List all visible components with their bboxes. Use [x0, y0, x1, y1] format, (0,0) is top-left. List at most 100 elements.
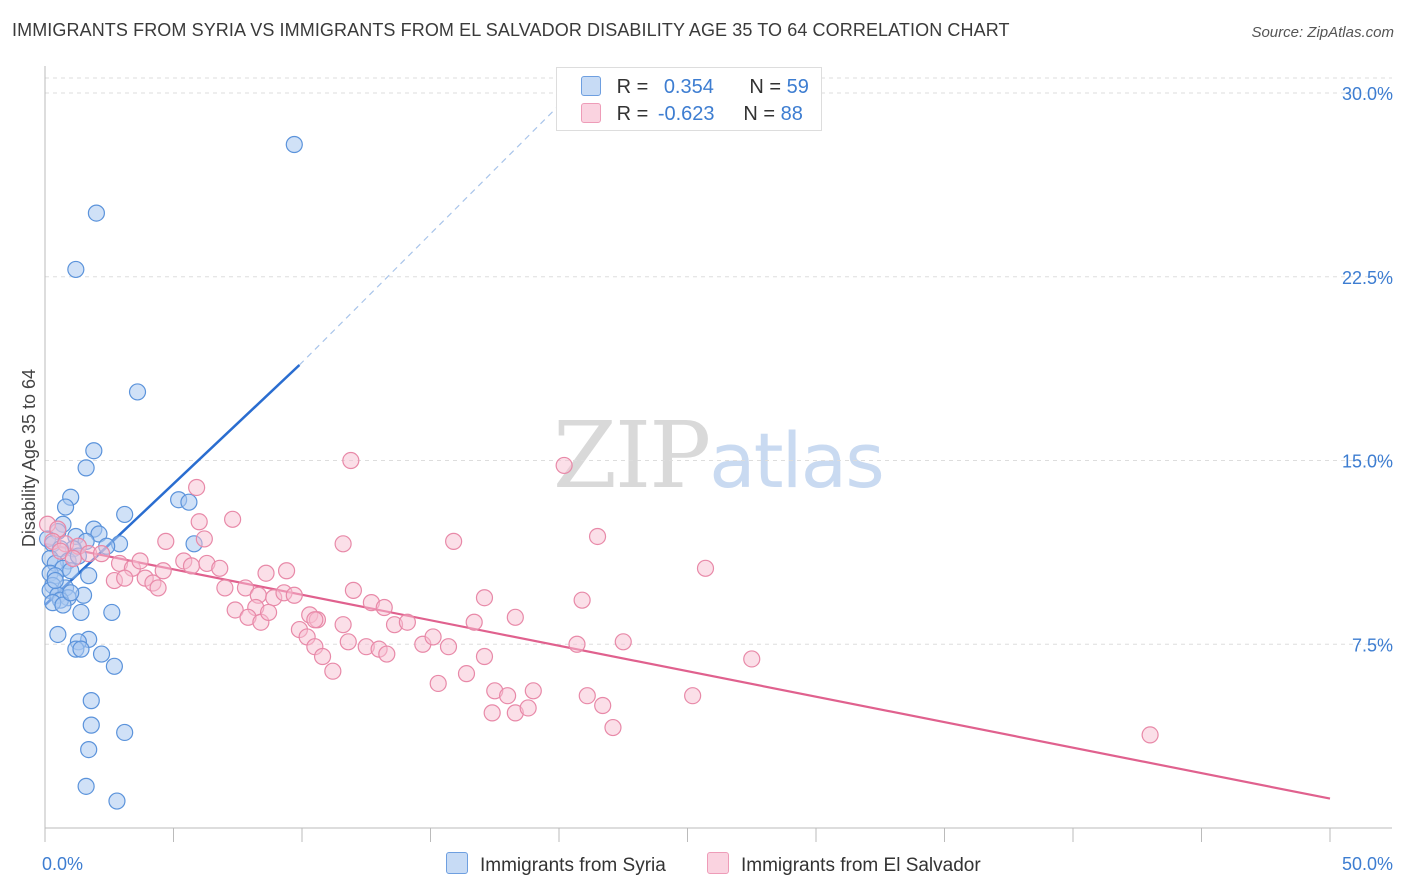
data-point-el-salvador: [277, 562, 296, 580]
data-point-el-salvador: [51, 542, 70, 560]
trend-line-syria-extension: [299, 104, 560, 366]
data-point-el-salvador: [519, 699, 537, 717]
source-label: Source: ZipAtlas.com: [1251, 24, 1394, 41]
data-point-el-salvador: [398, 613, 416, 631]
trend-line-syria: [44, 364, 301, 606]
legend-r-label: R =: [616, 103, 649, 125]
data-point-syria: [285, 135, 303, 154]
data-point-el-salvador: [149, 579, 167, 597]
data-point-syria: [92, 645, 111, 663]
y-tick-label: 30.0%: [1342, 84, 1393, 104]
data-point-el-salvador: [306, 611, 324, 629]
data-point-el-salvador: [182, 557, 201, 575]
data-point-el-salvador: [334, 616, 352, 634]
legend-swatch-el-salvador: [581, 103, 601, 123]
data-point-syria: [103, 603, 121, 622]
data-point-el-salvador: [483, 704, 501, 722]
legend-row-el-salvador: R = -0.623 N = 88: [581, 103, 803, 129]
data-point-syria: [49, 625, 67, 644]
legend-el-salvador-r: -0.623: [657, 103, 715, 125]
legend-syria-r: 0.354: [663, 76, 714, 98]
bottom-legend-swatch-el-salvador: [707, 852, 729, 874]
data-point-el-salvador: [116, 569, 134, 587]
data-point-el-salvador: [285, 586, 303, 604]
data-point-el-salvador: [684, 687, 702, 705]
legend-r-label: R =: [616, 76, 649, 98]
data-point-el-salvador: [224, 510, 242, 528]
data-point-syria: [82, 692, 100, 710]
data-point-syria: [128, 383, 147, 401]
data-point-el-salvador: [475, 647, 494, 666]
data-point-el-salvador: [375, 598, 393, 617]
data-point-el-salvador: [696, 559, 715, 577]
data-point-el-salvador: [499, 687, 517, 705]
data-point-syria: [80, 567, 98, 585]
data-point-el-salvador: [313, 647, 332, 666]
data-point-el-salvador: [257, 564, 275, 582]
data-point-el-salvador: [506, 608, 524, 626]
chart-title: IMMIGRANTS FROM SYRIA VS IMMIGRANTS FROM…: [12, 20, 1010, 40]
legend-n-label: N =: [743, 103, 776, 125]
data-point-el-salvador: [475, 589, 494, 607]
bottom-legend-label-el-salvador: Immigrants from El Salvador: [741, 855, 981, 876]
y-tick-label: 7.5%: [1352, 635, 1393, 655]
bottom-legend-el-salvador: Immigrants from El Salvador: [707, 852, 981, 877]
data-point-syria: [67, 260, 85, 279]
data-point-syria: [72, 603, 90, 622]
data-point-el-salvador: [64, 549, 82, 568]
data-point-el-salvador: [465, 613, 483, 631]
data-point-el-salvador: [578, 687, 596, 705]
data-point-syria: [77, 777, 95, 795]
data-point-syria: [54, 596, 72, 614]
data-point-syria: [90, 525, 108, 543]
bottom-legend-swatch-syria: [446, 852, 468, 874]
data-point-el-salvador: [604, 718, 622, 737]
data-point-el-salvador: [334, 535, 352, 553]
data-point-el-salvador: [344, 581, 362, 599]
data-point-el-salvador: [594, 696, 612, 715]
data-point-syria: [105, 657, 123, 675]
data-point-el-salvador: [573, 591, 591, 609]
data-point-syria: [108, 792, 126, 810]
series-syria-points: [38, 135, 303, 810]
trend-lines: [44, 104, 1331, 800]
data-point-el-salvador: [324, 662, 342, 680]
data-point-el-salvador: [439, 638, 458, 656]
data-point-syria: [56, 498, 75, 516]
data-point-syria: [82, 716, 100, 734]
x-tick-label-max: 50.0%: [1342, 854, 1393, 874]
data-point-el-salvador: [131, 552, 149, 570]
trend-line-el-salvador: [44, 542, 1331, 800]
data-point-el-salvador: [457, 665, 476, 683]
data-point-syria: [62, 584, 80, 602]
data-point-el-salvador: [154, 562, 172, 580]
data-point-syria: [46, 571, 64, 590]
data-point-el-salvador: [92, 545, 111, 563]
data-point-el-salvador: [424, 628, 442, 646]
data-point-el-salvador: [378, 645, 396, 663]
data-point-el-salvador: [339, 633, 357, 651]
legend-n-label: N =: [749, 76, 782, 98]
data-point-syria: [85, 442, 103, 460]
data-point-el-salvador: [588, 527, 607, 546]
legend-swatch-syria: [581, 76, 601, 96]
watermark-zip: ZIP: [553, 402, 711, 509]
data-point-el-salvador: [743, 650, 761, 668]
data-point-el-salvador: [226, 601, 244, 619]
data-point-el-salvador: [614, 633, 632, 651]
data-point-el-salvador: [157, 532, 175, 550]
data-point-el-salvador: [445, 532, 463, 550]
data-point-syria: [72, 640, 90, 658]
data-point-syria: [116, 505, 134, 524]
y-axis-title: Disability Age 35 to 64: [19, 369, 39, 547]
data-point-el-salvador: [190, 513, 208, 531]
grid-lines: [45, 77, 1392, 645]
tick-labels: 7.5% 15.0% 22.5% 30.0% 0.0% 50.0% Disability A…: [19, 84, 1393, 874]
data-point-el-salvador: [216, 579, 234, 597]
data-point-syria: [180, 493, 198, 511]
legend-el-salvador-n: 88: [780, 103, 803, 125]
data-point-syria: [87, 204, 106, 222]
data-point-el-salvador: [211, 559, 229, 577]
data-point-syria: [77, 459, 95, 477]
